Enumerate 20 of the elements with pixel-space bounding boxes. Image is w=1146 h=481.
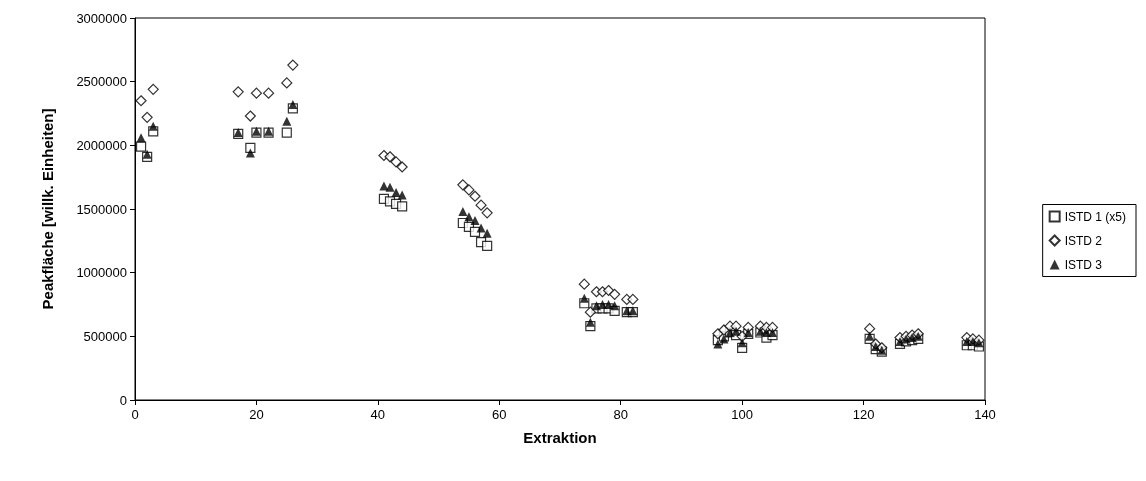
legend-label: ISTD 1 (x5) — [1064, 209, 1126, 224]
y-tick-label: 1000000 — [76, 265, 127, 281]
x-tick-label: 80 — [613, 407, 628, 422]
x-tick-label: 0 — [131, 407, 139, 422]
y-tick-label: 2000000 — [76, 137, 127, 153]
legend-label: ISTD 3 — [1064, 257, 1103, 272]
y-tick-label: 0 — [119, 392, 127, 408]
y-tick-label: 1500000 — [76, 201, 127, 217]
x-tick-label: 20 — [249, 407, 264, 422]
y-tick-label: 3000000 — [76, 10, 127, 26]
x-tick-label: 120 — [852, 407, 875, 422]
y-tick-label: 2500000 — [76, 74, 127, 90]
x-tick-label: 60 — [492, 407, 507, 422]
y-axis-title: Peakfläche [willk. Einheiten] — [39, 108, 56, 310]
x-axis-title: Extraktion — [523, 429, 597, 446]
x-tick-label: 40 — [370, 407, 386, 422]
y-tick-label: 500000 — [83, 328, 127, 344]
x-tick-label: 100 — [731, 407, 753, 422]
legend-label: ISTD 2 — [1064, 233, 1103, 248]
x-tick-label: 140 — [974, 407, 996, 422]
